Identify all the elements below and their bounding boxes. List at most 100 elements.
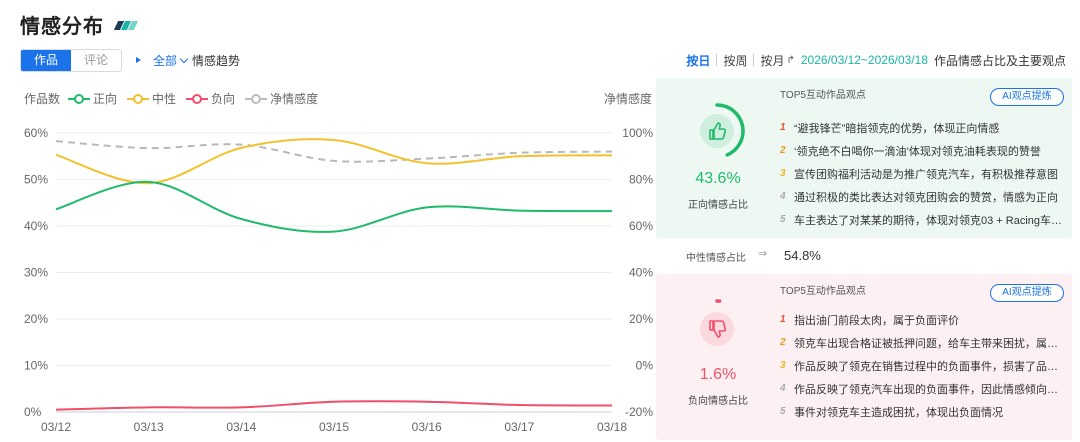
x-tick-label: 03/13 bbox=[134, 420, 164, 434]
y-left-tick-label: 60% bbox=[24, 126, 48, 140]
list-item[interactable]: 1 指出油门前段太肉，属于负面评价 bbox=[780, 314, 959, 327]
list-item[interactable]: 5 车主表达了对某某的期待，体现对领克03 + Racing车型的肯定 bbox=[780, 214, 1068, 227]
negative-percent: 1.6% bbox=[699, 366, 737, 383]
y-right-tick-label: 0% bbox=[636, 359, 654, 373]
page-title: 情感分布 bbox=[20, 16, 104, 38]
tab-works[interactable]: 作品 bbox=[21, 49, 71, 71]
rank-3-icon: 3 bbox=[780, 360, 786, 371]
rank-2-icon: 2 bbox=[780, 145, 786, 156]
ai-summary-button[interactable]: AI观点提炼 bbox=[990, 284, 1064, 302]
title-row: 情感分布 bbox=[20, 10, 139, 39]
series-line-positive bbox=[55, 180, 613, 233]
chevron-down-icon bbox=[179, 54, 189, 63]
y-right-tick-label: 20% bbox=[629, 312, 653, 326]
legend-label: 负向 bbox=[211, 92, 236, 106]
y-right-tick-label: 80% bbox=[629, 173, 653, 187]
ai-summary-button[interactable]: AI观点提炼 bbox=[990, 88, 1064, 106]
positive-ratio-gauge bbox=[715, 103, 745, 157]
thumbs-down-icon bbox=[700, 312, 734, 346]
negative-ratio-gauge bbox=[715, 299, 722, 303]
list-item[interactable]: 5 事件对领克车主造成困扰，体现出负面情况 bbox=[780, 406, 1003, 419]
period-day-button[interactable]: 按日 bbox=[686, 53, 711, 68]
date-caption: 作品情感占比及主要观点 bbox=[933, 53, 1066, 68]
period-month-button[interactable]: 按月 bbox=[760, 53, 785, 68]
neutral-sentiment-row: 中性情感占比 ⇒ 54.8% bbox=[656, 242, 1072, 270]
y-left-tick-label: 50% bbox=[24, 173, 48, 187]
series-line-net-sentiment bbox=[55, 140, 613, 163]
neutral-percent: 54.8% bbox=[784, 248, 821, 263]
filter-label: 全部 bbox=[153, 53, 178, 68]
y-right-tick-label: 40% bbox=[629, 266, 653, 280]
y-left-tick-label: 30% bbox=[24, 266, 48, 280]
legend-label: 中性 bbox=[152, 92, 177, 106]
rank-4-icon: 4 bbox=[780, 383, 786, 394]
gauge-arc bbox=[715, 103, 745, 157]
date-range: 2026/03/12~2026/03/18 bbox=[800, 53, 928, 67]
rank-1-icon: 1 bbox=[780, 122, 786, 133]
rank-2-icon: 2 bbox=[780, 337, 786, 348]
divider bbox=[753, 54, 755, 66]
x-tick-label: 03/15 bbox=[319, 420, 349, 434]
chart-legend: 作品数 正向 中性 负向 净情感度 净情感度 bbox=[24, 90, 654, 107]
y-left-tick-label: 20% bbox=[24, 312, 48, 326]
rank-5-icon: 5 bbox=[780, 406, 786, 417]
legend-dashed-line-icon bbox=[245, 93, 268, 104]
legend-item-net-sentiment[interactable]: 净情感度 bbox=[245, 90, 318, 107]
top5-title: TOP5互动作品观点 bbox=[780, 286, 866, 297]
list-item[interactable]: 3 作品反映了领克在销售过程中的负面事件，损害了品牌形象 bbox=[780, 360, 1068, 373]
y-right-tick-label: 60% bbox=[629, 219, 653, 233]
x-tick-label: 03/17 bbox=[504, 420, 534, 434]
list-item[interactable]: 2 领克车出现合格证被抵押问题，给车主带来困扰，属于负面 bbox=[780, 337, 1068, 350]
neutral-label: 中性情感占比 bbox=[686, 253, 746, 264]
list-item[interactable]: 4 通过积极的类比表达对领克团购会的赞赏，情感为正向 bbox=[780, 191, 1058, 204]
legend-line-icon bbox=[127, 93, 150, 104]
x-tick-label: 03/12 bbox=[41, 420, 71, 434]
left-axis-label: 作品数 bbox=[24, 92, 61, 106]
redirect-arrow-icon: ↱ bbox=[786, 54, 795, 66]
rank-5-icon: 5 bbox=[780, 214, 786, 225]
legend-item-negative[interactable]: 负向 bbox=[186, 90, 235, 107]
legend-item-neutral[interactable]: 中性 bbox=[127, 90, 176, 107]
content-type-tabs: 作品 评论 bbox=[20, 48, 122, 72]
top5-title: TOP5互动作品观点 bbox=[780, 90, 866, 101]
list-item[interactable]: 4 作品反映了领克汽车出现的负面事件，因此情感倾向为负向 bbox=[780, 383, 1068, 396]
list-item[interactable]: 2 ‘领克绝不白喝你一滴油’体现对领克油耗表现的赞誉 bbox=[780, 145, 1041, 158]
y-right-tick-label: 100% bbox=[622, 126, 653, 140]
positive-opinion-list: 1 “避我锋芒”暗指领克的优势，体现正向情感 2 ‘领克绝不白喝你一滴油’体现对领克… bbox=[780, 116, 1068, 231]
legend-line-icon bbox=[186, 93, 209, 104]
rank-1-icon: 1 bbox=[780, 314, 786, 325]
positive-sentiment-panel: 43.6% 正向情感占比 TOP5互动作品观点 AI观点提炼 1 “避我锋芒”暗指… bbox=[656, 78, 1072, 238]
x-tick-label: 03/18 bbox=[597, 420, 627, 434]
series-line-neutral bbox=[55, 138, 613, 185]
y-left-tick-label: 0% bbox=[24, 405, 42, 419]
series-line-negative bbox=[55, 400, 613, 411]
tab-comments[interactable]: 评论 bbox=[71, 49, 121, 71]
toolbar: 作品 评论 全部 情感趋势 按日 按周 按月 ↱ 2026/03/12~2026… bbox=[20, 48, 1066, 72]
play-icon bbox=[136, 57, 141, 63]
positive-label: 正向情感占比 bbox=[688, 200, 748, 211]
rank-3-icon: 3 bbox=[780, 168, 786, 179]
negative-sentiment-panel: 1.6% 负向情感占比 TOP5互动作品观点 AI观点提炼 1 指出油门前段太肉，… bbox=[656, 274, 1072, 440]
legend-label: 正向 bbox=[93, 92, 118, 106]
y-left-tick-label: 40% bbox=[24, 219, 48, 233]
period-week-button[interactable]: 按周 bbox=[723, 53, 748, 68]
sentiment-trend-chart: 0% 10% 20% 30% 40% 50% 60% -20% 0% 20% 40% 60% 80% 10… bbox=[24, 126, 654, 434]
title-decoration-icon bbox=[113, 19, 139, 31]
list-item[interactable]: 1 “避我锋芒”暗指领克的优势，体现正向情感 bbox=[780, 122, 1000, 135]
negative-label: 负向情感占比 bbox=[688, 396, 748, 407]
x-tick-label: 03/14 bbox=[226, 420, 256, 434]
sentiment-filter-dropdown[interactable]: 全部 bbox=[153, 52, 192, 69]
thumbs-up-icon bbox=[700, 114, 734, 148]
positive-percent: 43.6% bbox=[695, 170, 741, 187]
legend-label: 净情感度 bbox=[270, 92, 319, 106]
rank-4-icon: 4 bbox=[780, 191, 786, 202]
list-item[interactable]: 3 宣传团购福利活动是为推广领克汽车，有积极推荐意图 bbox=[780, 168, 1058, 181]
divider bbox=[716, 54, 718, 66]
legend-line-icon bbox=[68, 93, 91, 104]
trend-label: 情感趋势 bbox=[192, 53, 241, 68]
right-axis-label: 净情感度 bbox=[603, 92, 652, 106]
y-left-tick-label: 10% bbox=[24, 359, 48, 373]
y-right-tick-label: -20% bbox=[625, 405, 653, 419]
arrow-right-icon: ⇒ bbox=[758, 248, 768, 260]
legend-item-positive[interactable]: 正向 bbox=[68, 90, 117, 107]
